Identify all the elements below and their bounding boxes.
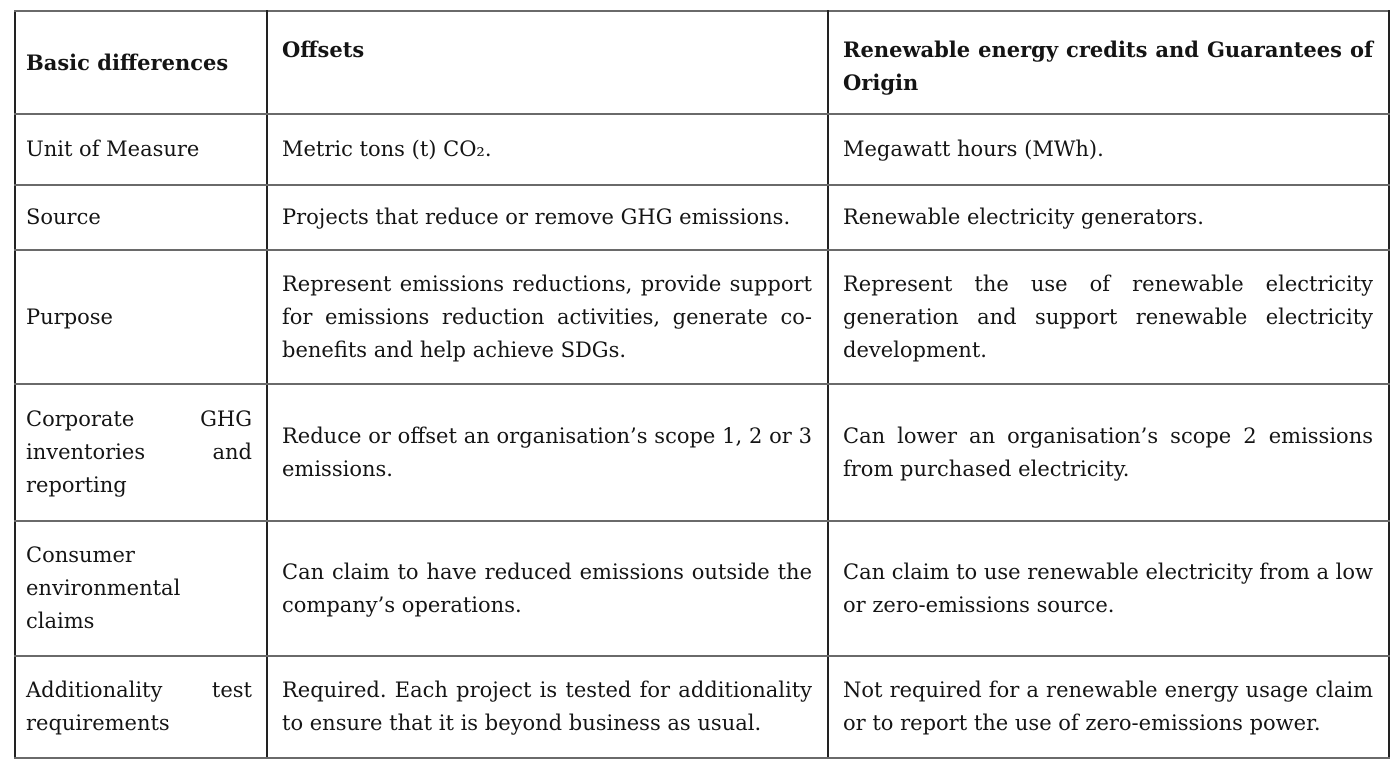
- comparison-table: Basic differences Offsets Renewable ener…: [14, 10, 1390, 759]
- recs-cell: Not required for a renewable energy usag…: [827, 655, 1390, 759]
- column-header-recs: Renewable energy credits and Guarantees …: [827, 10, 1390, 115]
- comparison-table-container: Basic differences Offsets Renewable ener…: [14, 10, 1390, 759]
- recs-cell: Megawatt hours (MWh).: [827, 113, 1390, 186]
- table-row-unit-of-measure: Unit of Measure Metric tons (t) CO₂. Meg…: [14, 113, 1390, 186]
- table-row-corporate-ghg-inventories: Corporate GHG inventories and reporting …: [14, 383, 1390, 522]
- offsets-cell: Can claim to have reduced emissions outs…: [266, 520, 829, 657]
- recs-cell: Represent the use of renewable electrici…: [827, 249, 1390, 385]
- offsets-cell: Required. Each project is tested for add…: [266, 655, 829, 759]
- offsets-cell: Represent emissions reductions, provide …: [266, 249, 829, 385]
- row-label: Unit of Measure: [14, 113, 268, 186]
- row-label: Additionality test requirements: [14, 655, 268, 759]
- recs-cell: Renewable electricity generators.: [827, 184, 1390, 251]
- table-row-source: Source Projects that reduce or remove GH…: [14, 184, 1390, 251]
- table-header-row: Basic differences Offsets Renewable ener…: [14, 10, 1390, 115]
- row-label: Consumer environmental claims: [14, 520, 268, 657]
- row-label: Corporate GHG inventories and reporting: [14, 383, 268, 522]
- offsets-cell: Metric tons (t) CO₂.: [266, 113, 829, 186]
- row-label: Purpose: [14, 249, 268, 385]
- table-row-consumer-environmental-claims: Consumer environmental claims Can claim …: [14, 520, 1390, 657]
- table-row-purpose: Purpose Represent emissions reductions, …: [14, 249, 1390, 385]
- offsets-cell: Projects that reduce or remove GHG emiss…: [266, 184, 829, 251]
- offsets-cell: Reduce or offset an organisation’s scope…: [266, 383, 829, 522]
- recs-cell: Can lower an organisation’s scope 2 emis…: [827, 383, 1390, 522]
- column-header-offsets: Offsets: [266, 10, 829, 115]
- column-header-basic-differences: Basic differences: [14, 10, 268, 115]
- recs-cell: Can claim to use renewable electricity f…: [827, 520, 1390, 657]
- row-label: Source: [14, 184, 268, 251]
- table-row-additionality-test: Additionality test requirements Required…: [14, 655, 1390, 759]
